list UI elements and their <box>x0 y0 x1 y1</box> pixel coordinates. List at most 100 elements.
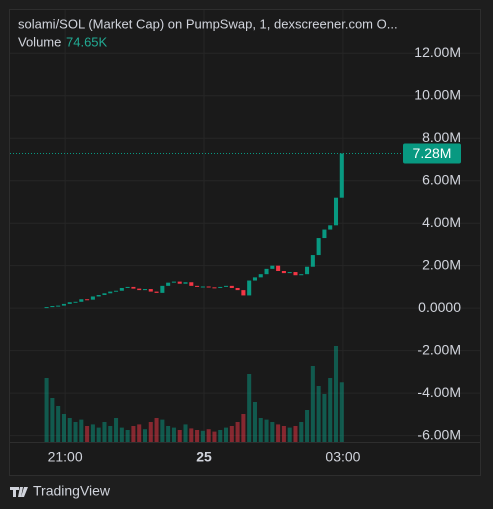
candle <box>177 281 182 284</box>
candle <box>195 285 200 287</box>
candle <box>142 289 148 291</box>
candle <box>247 280 252 296</box>
candle <box>252 277 257 281</box>
candle <box>305 266 310 275</box>
candle <box>73 301 78 303</box>
volume-bar <box>177 430 182 442</box>
volume-bar <box>235 422 240 442</box>
volume-bar <box>200 430 205 442</box>
volume-bar <box>333 346 339 442</box>
candle <box>229 285 234 288</box>
volume-bar <box>195 430 200 442</box>
x-tick-label: 21:00 <box>48 449 83 465</box>
chart-title: solami/SOL (Market Cap) on PumpSwap, 1, … <box>18 16 398 31</box>
volume-bar <box>247 374 252 442</box>
volume-bar <box>79 419 84 442</box>
candle <box>258 274 263 278</box>
candle <box>125 286 130 288</box>
volume-bar <box>206 429 211 442</box>
y-tick-label: -4.00M <box>417 384 461 400</box>
candle <box>293 272 298 276</box>
candle <box>85 299 90 301</box>
last-price-box <box>403 143 461 164</box>
last-price-label: 7.28M <box>413 145 452 161</box>
volume-bar <box>281 426 286 442</box>
candle <box>310 255 315 267</box>
volume-bar <box>125 430 130 442</box>
volume-bar <box>276 424 281 442</box>
volume-legend-value: 74.65K <box>66 34 108 49</box>
volume-bar <box>270 422 275 442</box>
candle <box>241 290 246 296</box>
y-tick-label: 0.0000 <box>418 299 461 315</box>
candle <box>339 153 344 198</box>
candle <box>189 282 194 286</box>
volume-bar <box>293 426 298 442</box>
volume-bar <box>44 378 49 442</box>
candle <box>333 197 339 226</box>
x-tick-label: 25 <box>196 449 212 465</box>
volume-bar <box>61 414 66 442</box>
volume-bar <box>142 429 148 442</box>
candle <box>206 286 211 288</box>
candle <box>90 296 95 300</box>
volume-legend-name: Volume <box>18 34 61 49</box>
volume-bar <box>137 424 142 442</box>
candle <box>79 299 84 302</box>
candle <box>223 285 229 287</box>
candle <box>166 282 171 286</box>
candle <box>44 307 49 309</box>
price-pane <box>10 153 403 309</box>
y-tick-label: -6.00M <box>417 426 461 442</box>
volume-bar <box>85 426 90 442</box>
volume-bar <box>108 426 113 442</box>
candle <box>171 281 176 283</box>
tradingview-logo <box>10 487 28 497</box>
volume-bar <box>310 366 315 442</box>
volume-bar <box>229 426 234 442</box>
volume-bar <box>50 398 55 442</box>
candle <box>61 303 66 306</box>
volume-bar <box>258 418 263 442</box>
volume-bar <box>102 422 107 442</box>
volume-bar <box>264 419 269 442</box>
x-tick-label: 03:00 <box>325 449 360 465</box>
volume-bar <box>73 422 78 442</box>
volume-bar <box>252 402 257 442</box>
candle <box>281 270 286 274</box>
volume-bar <box>212 431 217 442</box>
volume-bar <box>189 428 194 442</box>
candle <box>56 305 61 307</box>
volume-bar <box>339 382 344 442</box>
candle <box>200 286 205 288</box>
candle <box>299 274 304 276</box>
volume-bar <box>154 418 159 442</box>
y-tick-label: 6.00M <box>422 171 461 187</box>
volume-bar <box>299 422 304 442</box>
y-tick-label: 2.00M <box>422 256 461 272</box>
volume-bar <box>322 394 327 442</box>
volume-bar <box>241 414 246 442</box>
candle <box>264 268 269 275</box>
candle <box>96 294 101 297</box>
candle <box>160 285 165 293</box>
brand: TradingView <box>33 483 111 499</box>
candle <box>67 302 72 304</box>
candle <box>119 287 124 291</box>
candle <box>154 291 159 293</box>
candle <box>131 286 136 289</box>
y-tick-label: 10.00M <box>414 86 461 102</box>
volume-bar <box>96 427 101 442</box>
candle <box>276 265 281 271</box>
candle <box>183 282 188 284</box>
chart-frame <box>9 9 481 476</box>
volume-bar <box>305 410 310 442</box>
candle <box>102 293 107 295</box>
volume-bar <box>218 430 223 442</box>
candle <box>235 287 240 291</box>
candle <box>114 290 119 292</box>
candle <box>270 265 275 269</box>
y-tick-label: 4.00M <box>422 214 461 230</box>
